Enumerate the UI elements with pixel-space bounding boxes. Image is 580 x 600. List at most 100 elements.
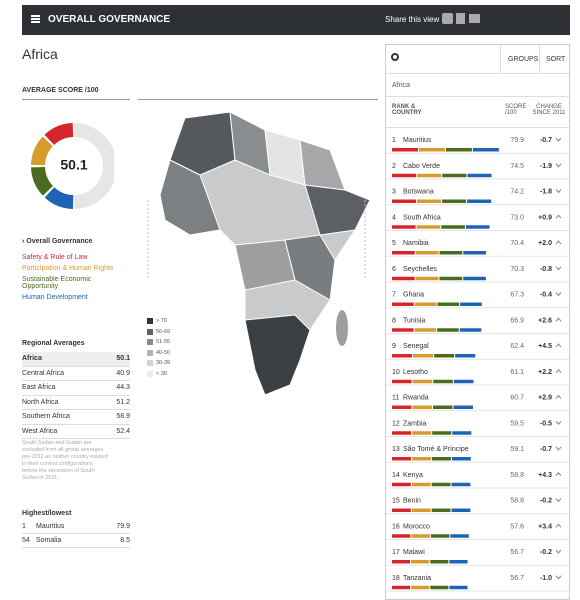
hilo-rank: 54 (22, 537, 30, 544)
country: Morocco (403, 523, 430, 530)
score-header: SCORE /100 (505, 104, 527, 116)
country: Malawi (403, 549, 425, 556)
score: 74.5 (510, 163, 524, 170)
rank: 8 (392, 317, 396, 324)
change: +2.6 (538, 317, 552, 324)
share-label: Share this view (385, 15, 440, 24)
region-name: Central Africa (22, 369, 65, 377)
score: 56.7 (510, 575, 524, 582)
rank: 18 (392, 575, 400, 582)
hilo-score: 8.5 (120, 537, 130, 544)
score-donut: 50.1 (31, 123, 114, 209)
score: 57.6 (510, 523, 524, 530)
score-bar (392, 431, 412, 435)
score-bar (439, 251, 463, 255)
hilo-row: 1 Mauritius 79.9 (22, 520, 130, 534)
score: 66.9 (510, 317, 524, 324)
score-bar (432, 431, 452, 435)
change-arrow (555, 343, 562, 348)
score-bar (415, 251, 439, 255)
ranking-list: 1 Mauritius 79.9 -0.7 2 Cabo Verde 74.5 -1.9 3 Bo… (386, 137, 569, 592)
change: -1.9 (540, 163, 552, 170)
score-bar (432, 405, 453, 409)
change-arrow (555, 549, 562, 554)
score: 73.0 (510, 214, 524, 221)
category-item: Safety & Rule of Law (22, 254, 88, 261)
region-score: 58.9 (116, 413, 130, 420)
score: 70.3 (510, 266, 524, 273)
score-bar (451, 508, 471, 512)
region-name: Southern Africa (22, 413, 70, 420)
score-bar (442, 199, 467, 203)
score-bar (411, 508, 431, 512)
score-bar (392, 354, 413, 358)
score-bar (411, 457, 431, 461)
score-bar (392, 148, 418, 152)
change: -1.8 (540, 189, 552, 196)
legend-label: 30-39 (156, 360, 171, 367)
score-bar (414, 328, 437, 332)
donut-rest (73, 123, 114, 209)
regional-table: Africa 50.1 Central Africa 40.9 East Africa 4… (22, 352, 130, 439)
menu-icon[interactable] (31, 15, 40, 23)
change-arrow (555, 446, 562, 451)
header-title: OVERALL GOVERNANCE (48, 14, 171, 25)
legend-label: > 70 (156, 318, 167, 325)
region-score: 40.9 (116, 369, 130, 377)
country: Senegal (403, 343, 429, 350)
score-bar (411, 560, 430, 564)
score: 58.8 (510, 472, 524, 479)
map-legend: > 70 56-69 51-55 40-50 30-39 < 30 (147, 316, 170, 379)
score: 60.7 (510, 395, 524, 402)
category-title-text: Overall Governance (26, 238, 93, 245)
score: 56.7 (510, 549, 524, 556)
score-bar (455, 354, 476, 358)
mail-icon[interactable] (469, 14, 480, 23)
score-bar (463, 276, 486, 281)
change-arrow (555, 471, 562, 477)
rank: 9 (392, 343, 396, 350)
legend-label: < 30 (156, 370, 167, 377)
map-region (159, 159, 221, 236)
facebook-icon[interactable] (456, 13, 465, 24)
average-label: AVERAGE SCORE /100 (22, 87, 99, 94)
groups-button[interactable]: GROUPS (508, 56, 539, 63)
score-bar (433, 379, 453, 384)
average-score: 50.1 (60, 157, 87, 173)
legend-swatch (147, 318, 153, 325)
sort-button[interactable]: SORT (546, 56, 566, 63)
page-title: Africa (22, 46, 58, 62)
score-bar (463, 251, 487, 255)
score-bar (392, 379, 412, 384)
rank: 5 (392, 240, 396, 247)
change-arrow (555, 523, 562, 528)
legend-swatch (147, 370, 153, 377)
twitter-icon[interactable] (442, 13, 453, 24)
hilo-country: Mauritius (36, 523, 65, 530)
score-bar (459, 328, 482, 332)
change-arrow (555, 214, 562, 219)
score-bar (411, 534, 430, 538)
country: Cabo Verde (403, 163, 440, 170)
rank: 14 (392, 472, 400, 479)
hilo-country: Somalia (36, 537, 62, 544)
score-bar (418, 148, 445, 152)
country: Tanzania (403, 575, 431, 582)
rank: 12 (392, 420, 400, 427)
change-arrow (555, 368, 562, 374)
africa-map (147, 111, 371, 396)
score-bar (392, 328, 414, 332)
change: +2.0 (538, 240, 552, 247)
regional-row: North Africa 51.2 (22, 396, 130, 410)
score-bar (430, 560, 449, 564)
hilo-row: 54 Somalia 8.5 (22, 534, 130, 548)
country: Tunisia (403, 317, 425, 324)
change: -0.2 (540, 498, 552, 505)
rank: 17 (392, 549, 400, 556)
legend-item: 51-55 (147, 337, 170, 348)
score-bar (392, 251, 415, 255)
country: Seychelles (403, 266, 437, 273)
score-bar (392, 173, 417, 178)
score-bar (460, 302, 482, 306)
search-icon[interactable] (391, 53, 399, 61)
